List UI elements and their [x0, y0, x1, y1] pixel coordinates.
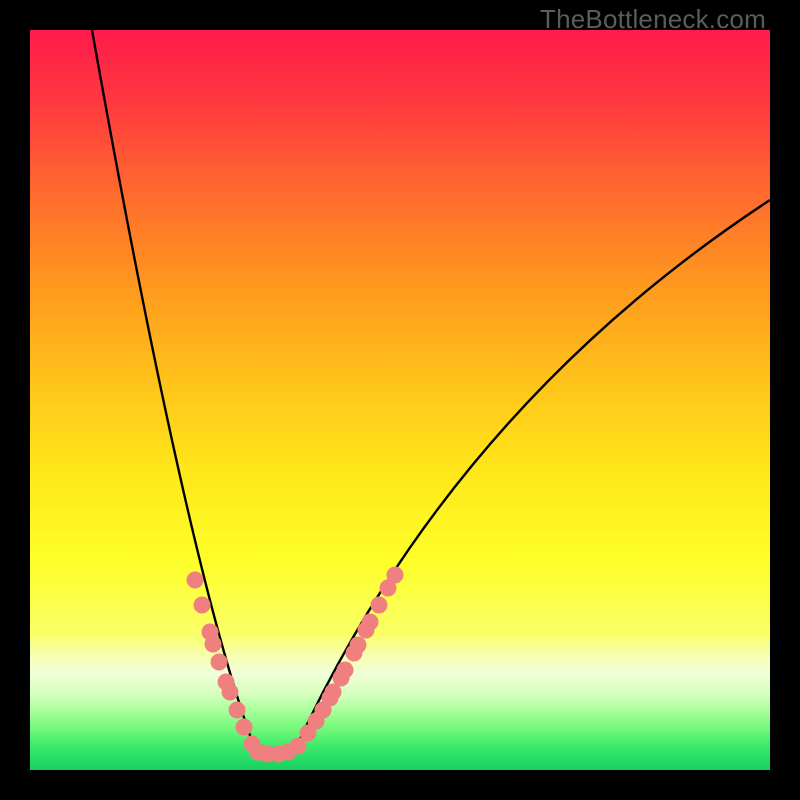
watermark-text: TheBottleneck.com	[540, 4, 766, 35]
data-marker	[350, 637, 367, 654]
data-marker	[211, 654, 228, 671]
gradient-background	[30, 30, 770, 770]
plot-area	[30, 30, 770, 770]
data-marker	[187, 572, 204, 589]
data-marker	[387, 567, 404, 584]
chart-svg	[30, 30, 770, 770]
data-marker	[236, 719, 253, 736]
data-marker	[229, 702, 246, 719]
data-marker	[222, 684, 239, 701]
data-marker	[205, 636, 222, 653]
data-marker	[194, 597, 211, 614]
data-marker	[371, 597, 388, 614]
data-marker	[362, 614, 379, 631]
data-marker	[337, 662, 354, 679]
